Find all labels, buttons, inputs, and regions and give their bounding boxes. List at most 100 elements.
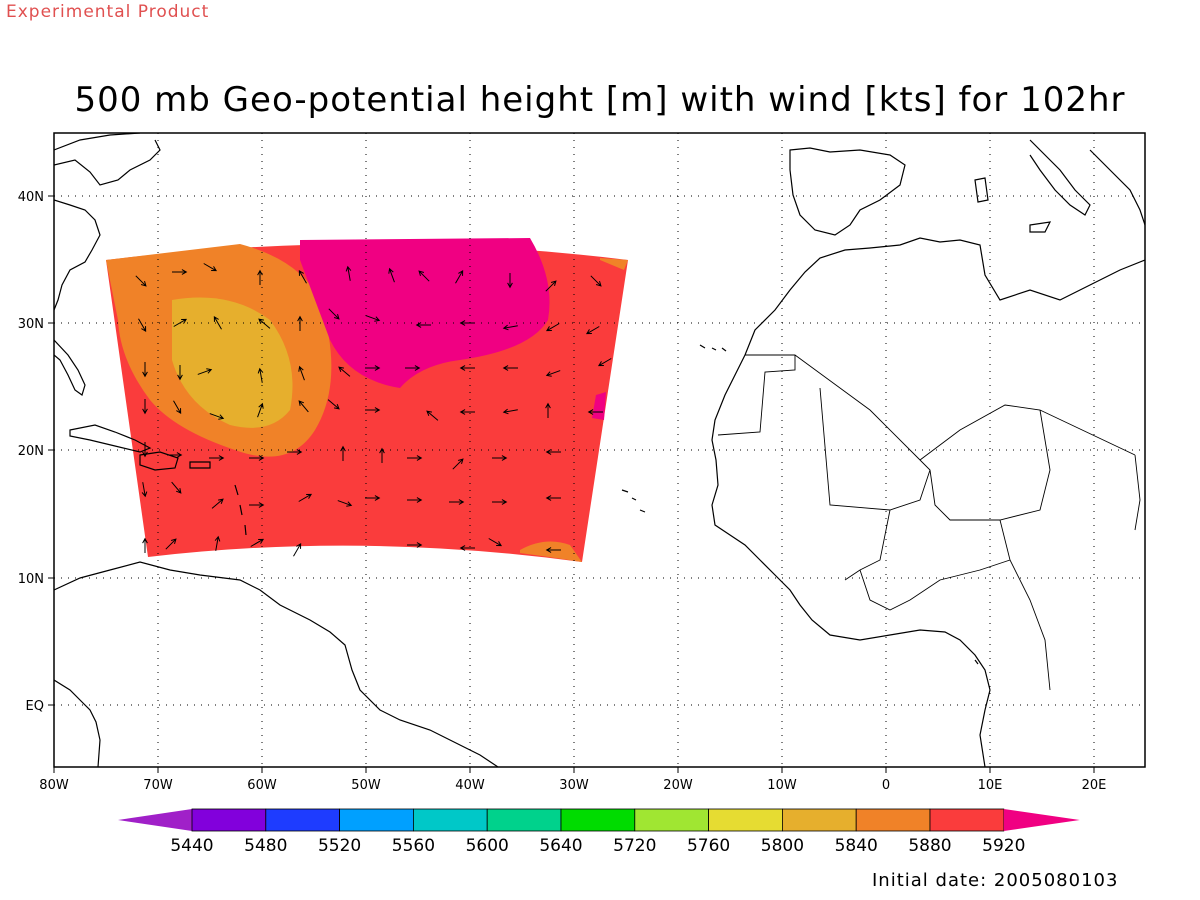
lon-label: 10E — [978, 778, 1003, 793]
colorbar-label: 5880 — [908, 836, 951, 856]
wind-arrow — [142, 442, 148, 458]
africa-coast — [711, 237, 1145, 767]
lon-label: 40W — [455, 778, 485, 793]
colorbar-under-triangle — [118, 809, 192, 831]
wind-arrow — [407, 497, 423, 503]
wind-arrow — [250, 538, 265, 547]
wind-arrow — [492, 499, 508, 505]
sicily-coast — [1029, 221, 1052, 233]
colorbar-swatch — [265, 808, 340, 832]
africa-borders — [717, 354, 1141, 691]
colorbar-swatch — [634, 808, 709, 832]
wind-arrow — [142, 537, 148, 553]
lon-label: 70W — [143, 778, 173, 793]
lon-label: 60W — [247, 778, 277, 793]
wind-arrow — [488, 538, 503, 547]
wind-arrow — [209, 413, 225, 420]
lon-label: 10W — [767, 778, 797, 793]
wind-arrow — [249, 455, 265, 461]
wind-vectors — [135, 263, 612, 557]
wind-arrow — [173, 318, 188, 327]
wind-arrow — [388, 267, 395, 283]
italy-coast — [1029, 139, 1091, 216]
field-5800-core — [172, 297, 293, 428]
wind-arrow — [213, 315, 222, 330]
wind-arrow — [426, 410, 439, 421]
colorbar-label: 5560 — [392, 836, 435, 856]
wind-arrow — [298, 493, 313, 502]
wind-arrow — [459, 365, 475, 371]
lon-label: 50W — [351, 778, 381, 793]
wind-arrow — [257, 402, 264, 418]
wind-arrow — [585, 326, 600, 335]
lon-label: 80W — [39, 778, 69, 793]
colorbar-label: 5800 — [761, 836, 804, 856]
lat-label: EQ — [26, 699, 44, 714]
central-america-coast — [54, 679, 101, 767]
lesser-antilles — [234, 484, 247, 536]
sardinia-coast — [974, 177, 989, 203]
wind-arrow — [257, 367, 264, 383]
initial-date-label: Initial date: 2005080103 — [872, 870, 1119, 891]
wind-arrow — [365, 315, 381, 322]
wind-arrow — [545, 280, 557, 292]
puerto-rico-coast — [189, 461, 211, 469]
colorbar-swatch — [929, 808, 1005, 832]
colorbar-label: 5520 — [318, 836, 361, 856]
colorbar-swatch — [855, 808, 931, 832]
map-title: 500 mb Geo-potential height [m] with win… — [74, 80, 1126, 120]
lat-label: 10N — [18, 572, 44, 587]
wind-arrow — [197, 368, 213, 375]
lon-label: 20W — [663, 778, 693, 793]
wind-arrow — [142, 399, 148, 415]
wind-arrow — [459, 545, 475, 551]
wind-arrow — [165, 538, 177, 550]
lat-labels: 40N 30N 20N 10N EQ — [18, 190, 44, 714]
north-america-coast — [54, 133, 161, 311]
wind-arrow — [415, 322, 431, 328]
wind-arrow — [545, 323, 560, 332]
wind-arrow — [141, 482, 148, 498]
wind-arrow — [365, 495, 381, 501]
colorbar-label: 5480 — [244, 836, 287, 856]
wind-arrow — [203, 263, 218, 272]
lon-label: 30W — [559, 778, 589, 793]
colorbar-swatch — [339, 808, 414, 832]
wind-arrow — [328, 308, 340, 320]
colorbar-swatch — [708, 808, 783, 832]
wind-arrow — [211, 498, 224, 509]
colorbar-label: 5760 — [687, 836, 730, 856]
wind-arrow — [327, 399, 340, 410]
wind-arrow — [293, 542, 302, 557]
wind-arrow — [173, 400, 182, 415]
wind-arrow — [545, 402, 551, 418]
colorbar-swatch — [412, 808, 488, 832]
wind-arrow — [345, 265, 352, 281]
wind-arrow — [379, 447, 385, 463]
field-east-orange — [600, 258, 628, 270]
colorbar-swatch — [486, 808, 562, 832]
wind-arrow — [545, 370, 561, 377]
lon-label: 20E — [1082, 778, 1107, 793]
wind-arrow — [298, 400, 309, 413]
wind-arrow — [502, 324, 518, 331]
wind-arrow — [214, 535, 221, 551]
field-sw-orange — [520, 541, 582, 562]
colorbar-label: 5840 — [835, 836, 878, 856]
tick-marks — [48, 195, 1095, 773]
wind-arrow — [298, 269, 307, 284]
wind-arrow — [590, 275, 602, 287]
colorbar-label: 5440 — [170, 836, 213, 856]
wind-arrow — [418, 270, 430, 282]
wind-arrow — [337, 500, 353, 507]
lat-label: 30N — [18, 317, 44, 332]
graticule — [54, 133, 1145, 767]
wind-arrow — [287, 449, 303, 455]
wind-arrow — [502, 408, 518, 415]
colorbar-label: 5720 — [613, 836, 656, 856]
wind-arrow — [597, 358, 612, 367]
balkans-coast — [1089, 149, 1145, 226]
wind-arrow — [172, 269, 188, 275]
wind-arrow — [459, 409, 475, 415]
